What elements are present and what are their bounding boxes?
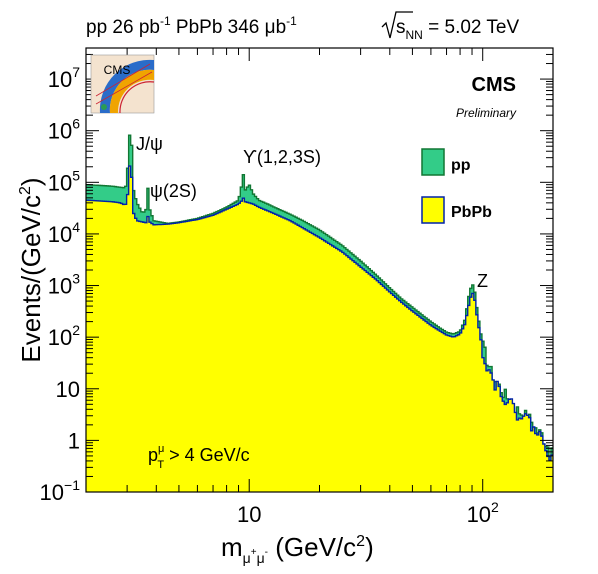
y-tick-label: 105 — [48, 167, 80, 195]
pp-series-outline — [86, 134, 553, 458]
header-energy-label: sNN = 5.02 TeV — [396, 17, 519, 42]
sqrt-symbol — [381, 11, 413, 39]
cms-logo-text: CMS — [104, 63, 131, 77]
legend: pp PbPb — [421, 148, 492, 224]
cms-sublabel: Preliminary — [456, 106, 517, 120]
cms-label: CMS — [472, 74, 516, 96]
pbpb-series-area — [86, 166, 553, 492]
plot-area: 10−1 1 10 102 103 104 105 106 107 10 102 — [40, 47, 554, 527]
y-tick-label: 10 — [56, 377, 80, 402]
y-tick-label: 106 — [48, 116, 80, 144]
x-tick-label: 10 — [237, 502, 261, 527]
legend-label-pp: pp — [451, 157, 471, 174]
pt-cut-label: pμ T > 4 GeV/c — [148, 443, 250, 471]
annotation-z: Z — [477, 271, 488, 291]
x-tick-label: 102 — [467, 499, 499, 527]
y-tick-label: 10−1 — [40, 477, 81, 505]
annotation-upsilon: ϒ(1,2,3S) — [243, 147, 321, 167]
y-tick-label: 104 — [48, 219, 80, 247]
y-axis-title: Events/(GeV/c2) — [16, 177, 46, 362]
axis-ticks: 10−1 1 10 102 103 104 105 106 107 10 102 — [40, 47, 554, 527]
legend-swatch-pbpb — [421, 196, 445, 224]
annotation-jpsi: J/ψ — [136, 134, 163, 154]
header-lumi-label: pp 26 pb-1 PbPb 346 μb-1 — [86, 14, 297, 38]
pbpb-series-outline — [86, 165, 553, 462]
legend-label-pbpb: PbPb — [451, 204, 492, 221]
annotation-psi2s: ψ(2S) — [150, 181, 197, 201]
legend-swatch-pp — [421, 148, 445, 176]
y-tick-label: 102 — [48, 322, 80, 350]
cms-logo: CMS — [90, 54, 155, 114]
y-tick-label: 103 — [48, 271, 80, 299]
y-tick-label: 1 — [68, 428, 80, 453]
y-tick-label: 107 — [48, 64, 80, 92]
x-axis-title: mμ+μ- (GeV/c2) — [221, 532, 374, 566]
